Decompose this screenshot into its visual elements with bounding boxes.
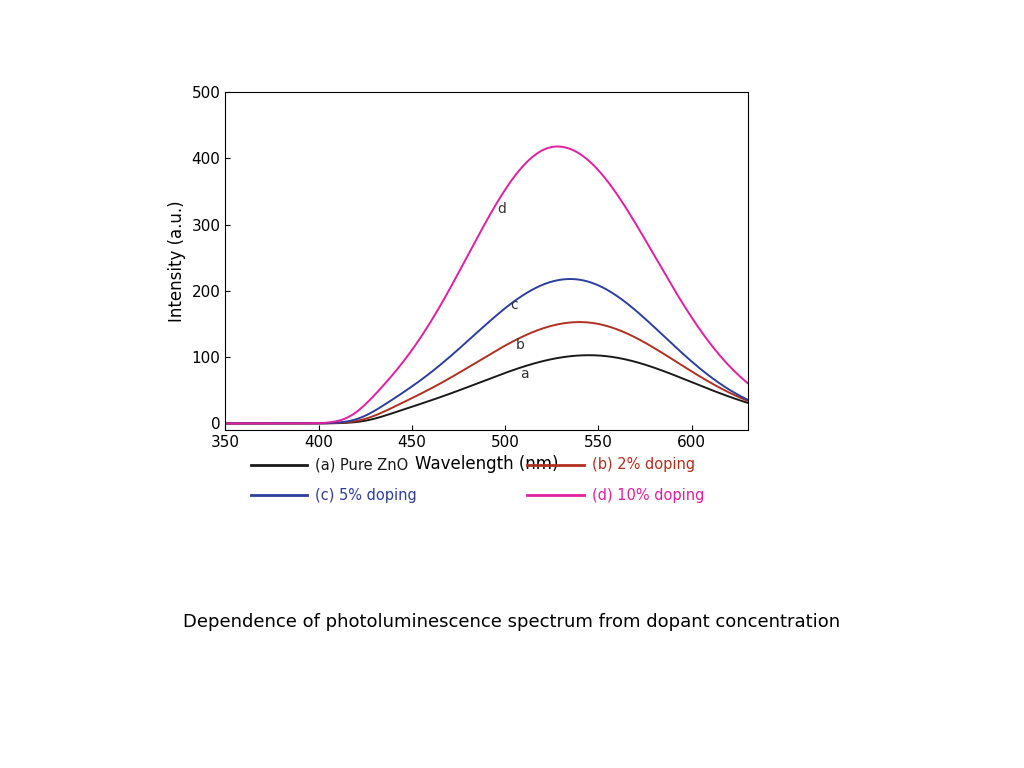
- Text: Dependence of photoluminescence spectrum from dopant concentration: Dependence of photoluminescence spectrum…: [183, 613, 841, 631]
- Text: (c) 5% doping: (c) 5% doping: [315, 488, 417, 503]
- Text: (d) 10% doping: (d) 10% doping: [592, 488, 705, 503]
- Text: (b) 2% doping: (b) 2% doping: [592, 457, 695, 472]
- Text: d: d: [498, 202, 507, 216]
- X-axis label: Wavelength (nm): Wavelength (nm): [415, 455, 558, 474]
- Text: b: b: [516, 338, 525, 352]
- Y-axis label: Intensity (a.u.): Intensity (a.u.): [168, 200, 186, 322]
- Text: c: c: [511, 299, 518, 313]
- Text: (a) Pure ZnO: (a) Pure ZnO: [315, 457, 409, 472]
- Text: a: a: [520, 367, 528, 382]
